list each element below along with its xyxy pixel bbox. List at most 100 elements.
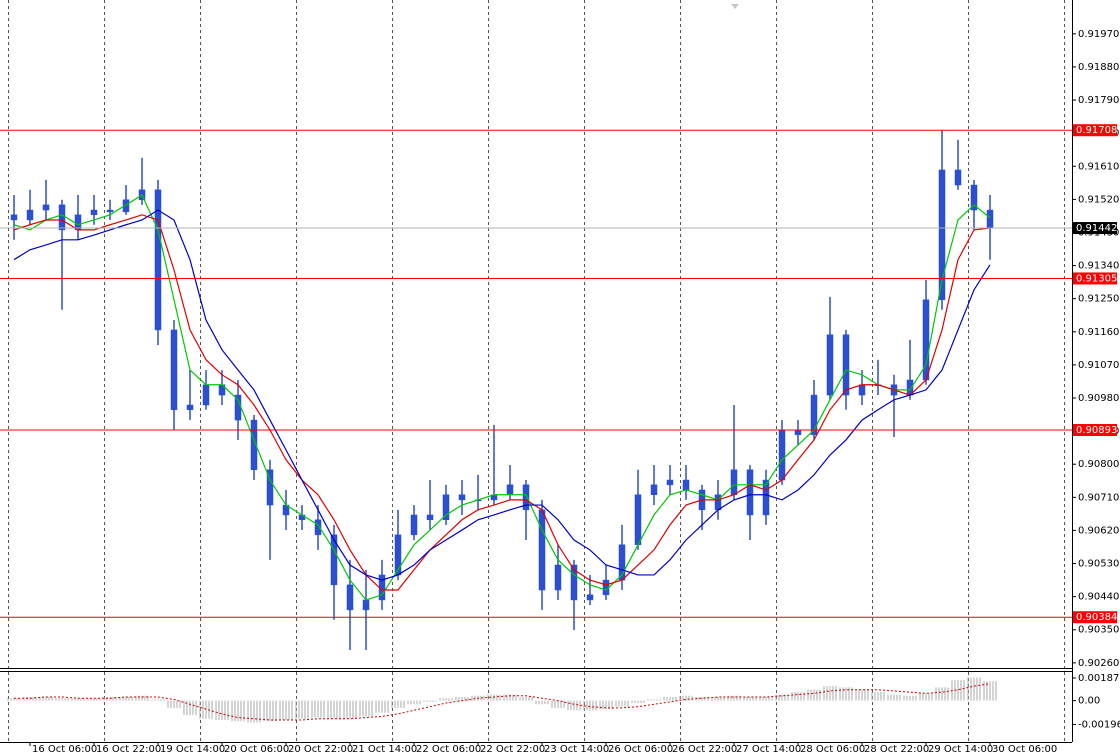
level-box (1073, 124, 1117, 137)
x-tick-label: 20 Oct 22:00 (288, 744, 353, 755)
x-tick-label: 23 Oct 14:00 (544, 744, 609, 755)
y-tick-label: 0.91070 (1078, 360, 1119, 371)
y-tick-label: 0.91160 (1078, 327, 1119, 338)
candle-body (666, 479, 674, 486)
x-tick-label: 21 Oct 14:00 (352, 744, 417, 755)
candle-body (746, 469, 754, 516)
candle-body (634, 494, 642, 546)
level-label: 0.91708 (1076, 125, 1117, 136)
candle-body (250, 419, 258, 470)
x-tick-label: 16 Oct 22:00 (96, 744, 161, 755)
candle-body (346, 584, 354, 611)
candle-body (842, 334, 850, 396)
x-tick-label: 22 Oct 22:00 (480, 744, 545, 755)
y-tick-label: 0.90800 (1078, 459, 1119, 470)
y-tick-label: 0.91340 (1078, 261, 1119, 272)
level-box (1073, 424, 1117, 437)
candle-body (682, 479, 690, 491)
x-tick-label: 30 Oct 06:00 (992, 744, 1057, 755)
candle-body (90, 209, 98, 216)
candle-body (266, 469, 274, 506)
candle-body (122, 199, 130, 213)
indicator-line (14, 683, 991, 721)
candle-body (154, 189, 162, 331)
y-tick-label: -0.001969 (1078, 719, 1120, 730)
y-tick-label: 0.91610 (1078, 161, 1119, 172)
candle-body (538, 509, 546, 591)
y-tick-label: 0.90530 (1078, 559, 1119, 570)
y-tick-label: 0.90260 (1078, 658, 1119, 669)
y-tick-label: 0.91970 (1078, 29, 1119, 40)
candle-body (10, 214, 18, 221)
indicator-line (13, 214, 991, 591)
level-label: 0.90384 (1076, 612, 1117, 623)
candle-body (106, 209, 114, 213)
last-price-box (1073, 222, 1117, 235)
last-price-label: 0.91442 (1076, 223, 1117, 234)
plot-area (7, 129, 997, 723)
candle-body (330, 534, 338, 586)
y-tick-label: 0.91520 (1078, 194, 1119, 205)
candle-body (202, 384, 210, 406)
candle-body (714, 494, 722, 511)
candle-body (954, 169, 962, 186)
level-box (1073, 272, 1117, 285)
y-tick-label: 0.00 (1078, 696, 1100, 707)
y-tick-label: 0.90350 (1078, 625, 1119, 636)
y-tick-label: 0.91880 (1078, 62, 1119, 73)
indicator-line (13, 209, 991, 581)
candle-body (506, 484, 514, 495)
x-tick-label: 27 Oct 14:00 (736, 744, 801, 755)
y-tick-label: 0.90620 (1078, 525, 1119, 536)
candle-body (234, 394, 242, 421)
candle-body (410, 514, 418, 536)
y-tick-label: 0.90710 (1078, 492, 1119, 503)
candle-body (730, 469, 738, 495)
level-box (1073, 611, 1117, 624)
x-tick-label: 26 Oct 06:00 (608, 744, 673, 755)
candle-body (362, 599, 370, 611)
candle-body (938, 169, 946, 301)
y-tick-label: 0.91790 (1078, 95, 1119, 106)
background-grid (0, 671, 1072, 742)
x-tick-label: 28 Oct 22:00 (864, 744, 929, 755)
background-grid (0, 0, 1072, 668)
candle-body (794, 429, 802, 436)
y-tick-label: 0.90440 (1078, 592, 1119, 603)
candle-body (58, 204, 66, 231)
y-tick-label: 0.001875 (1078, 673, 1120, 684)
candle-body (426, 514, 434, 521)
candle-body (314, 519, 322, 536)
candle-body (570, 564, 578, 601)
candle-body (810, 394, 818, 436)
candle-body (554, 564, 562, 591)
y-tick-label: 0.91250 (1078, 294, 1119, 305)
candle-body (26, 209, 34, 221)
candle-body (586, 594, 594, 601)
candle-body (522, 484, 530, 511)
level-label: 0.90893 (1076, 425, 1117, 436)
candle-body (186, 404, 194, 411)
candle-body (826, 334, 834, 396)
candle-body (986, 209, 994, 229)
x-tick-label: 29 Oct 14:00 (928, 744, 993, 755)
candle-body (458, 494, 466, 501)
candle-body (650, 484, 658, 495)
x-tick-label: 28 Oct 06:00 (800, 744, 865, 755)
candle-body (970, 184, 978, 211)
indicator-line (13, 194, 991, 601)
y-tick-label: 0.90980 (1078, 393, 1119, 404)
candle-body (778, 429, 786, 481)
candle-body (170, 329, 178, 411)
level-label: 0.91305 (1076, 273, 1117, 284)
candle-body (42, 204, 50, 211)
x-tick-label: 16 Oct 06:00 (32, 744, 97, 755)
candle-body (762, 479, 770, 516)
shift-marker (731, 4, 739, 9)
x-tick-label: 22 Oct 06:00 (416, 744, 481, 755)
candle-body (858, 384, 866, 396)
candle-body (442, 494, 450, 521)
x-tick-label: 26 Oct 22:00 (672, 744, 737, 755)
x-tick-label: 19 Oct 14:00 (160, 744, 225, 755)
